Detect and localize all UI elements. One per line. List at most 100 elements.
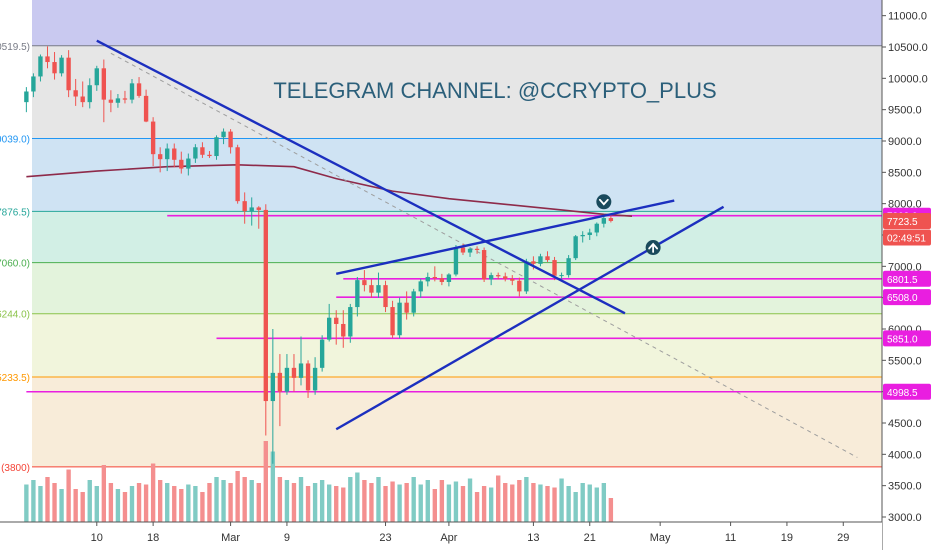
- candle: [594, 222, 599, 237]
- candle-body: [538, 256, 543, 264]
- volume-bars: [24, 441, 614, 522]
- candle: [172, 143, 177, 168]
- candle: [193, 144, 198, 163]
- candle: [298, 336, 304, 386]
- arrow-glyph: [648, 242, 659, 253]
- candle-body: [460, 247, 466, 253]
- volume-bar: [214, 477, 219, 522]
- candle-body: [143, 95, 149, 122]
- candle-body: [608, 218, 614, 221]
- volume-bar: [129, 486, 135, 522]
- arrow-circle: [596, 194, 612, 210]
- volume-bar: [524, 477, 529, 522]
- candle: [38, 54, 43, 82]
- candle: [305, 360, 311, 398]
- candle-body: [31, 76, 36, 92]
- candle: [453, 245, 459, 277]
- candle-body: [52, 62, 57, 74]
- y-tick-label: 4500.0: [888, 418, 922, 430]
- candle-body: [38, 56, 43, 77]
- volume-bar: [298, 477, 304, 522]
- level-badge-text: 6508.0: [887, 293, 918, 304]
- candle: [432, 266, 437, 282]
- volume-bar: [319, 480, 325, 522]
- candle-body: [59, 57, 64, 74]
- level-badge-text: 4998.5: [887, 388, 918, 399]
- volume-bar: [608, 498, 614, 522]
- candle-body: [172, 148, 177, 160]
- candle: [319, 335, 325, 372]
- candle: [45, 46, 50, 69]
- x-tick-label: 23: [379, 532, 391, 544]
- candle: [580, 231, 585, 243]
- fib-zone: [32, 377, 882, 467]
- arrow-down-icon: [596, 194, 612, 210]
- volume-bar: [115, 489, 121, 522]
- volume-bar: [38, 486, 43, 522]
- volume-bar: [411, 477, 416, 522]
- candle-body: [517, 280, 522, 292]
- arrow-glyph: [598, 198, 609, 206]
- candle-body: [425, 276, 430, 282]
- volume-bar: [221, 480, 226, 522]
- candle-body: [566, 258, 571, 276]
- volume-bar: [242, 477, 247, 522]
- candle-body: [207, 154, 212, 157]
- candle-body: [432, 276, 437, 279]
- candle-body: [115, 98, 121, 103]
- candle: [207, 151, 212, 158]
- volume-bar: [179, 489, 184, 522]
- volume-bar: [474, 492, 480, 522]
- candle-body: [545, 256, 550, 261]
- candle-body: [327, 317, 332, 340]
- level-badge-bg: [883, 270, 931, 287]
- candle: [418, 278, 423, 298]
- price-badge-bg: [883, 212, 931, 229]
- candle-body: [496, 275, 501, 277]
- candle: [24, 87, 29, 113]
- volume-bar: [277, 477, 283, 522]
- candle: [348, 303, 353, 343]
- candle: [559, 272, 564, 279]
- level-badge-text: 5851.0: [887, 334, 918, 345]
- candle-body: [150, 121, 156, 155]
- candle-body: [235, 147, 240, 202]
- volume-bar: [73, 489, 78, 522]
- volume-bar: [200, 492, 205, 522]
- volume-bar: [439, 480, 445, 522]
- chart-title: TELEGRAM CHANNEL: @CCRYPTO_PLUS: [273, 78, 716, 103]
- candle-body: [404, 302, 409, 313]
- candle: [277, 354, 283, 427]
- candle-body: [397, 302, 402, 336]
- candle: [73, 78, 78, 106]
- y-axis: 3000.03500.04000.04500.05000.05500.06000…: [881, 0, 932, 550]
- volume-bar: [87, 480, 92, 522]
- candle-body: [594, 223, 599, 233]
- x-tick-label: Apr: [440, 532, 457, 544]
- candle: [122, 90, 128, 104]
- candle: [312, 357, 318, 395]
- y-tick-label: 11000.0: [888, 11, 927, 23]
- candle: [488, 272, 494, 286]
- volume-bar: [545, 486, 550, 522]
- price-badges: 7808.06801.56508.05851.04998.57723.502:4…: [883, 207, 931, 400]
- candle-body: [157, 154, 163, 160]
- price-badge-bg: [883, 229, 931, 246]
- volume-bar: [531, 483, 536, 522]
- volume-bar: [496, 475, 501, 522]
- candle: [481, 247, 487, 282]
- volume-bar: [390, 481, 395, 522]
- volume-bar: [235, 471, 240, 522]
- volume-bar: [172, 486, 177, 522]
- candle: [59, 55, 64, 77]
- volume-bar: [404, 483, 409, 522]
- candle-body: [277, 372, 283, 392]
- candle-body: [383, 285, 388, 308]
- volume-bar: [312, 483, 318, 522]
- candle: [608, 215, 614, 223]
- y-tick-label: 3000.0: [888, 512, 922, 524]
- volume-bar: [348, 477, 353, 522]
- candle-body: [481, 250, 487, 280]
